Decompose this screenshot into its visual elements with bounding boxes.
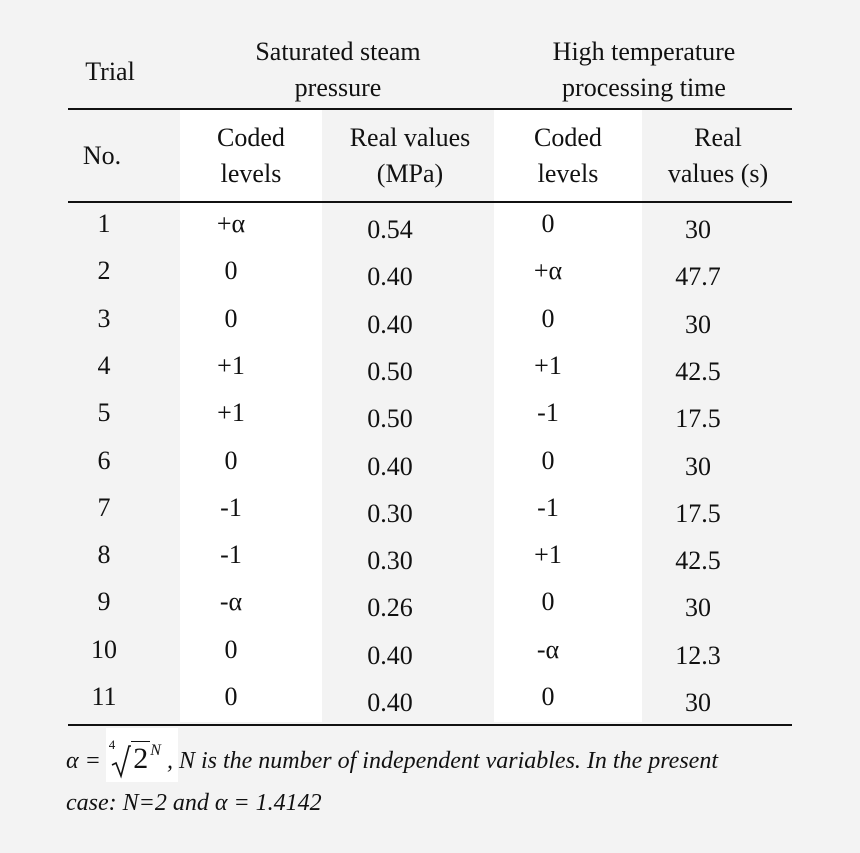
alpha-symbol: α = — [66, 748, 101, 774]
table-cell-r2: 42.5 — [675, 356, 721, 386]
table-cell-r1: 0.40 — [367, 451, 413, 481]
table-cell-r1: 0.30 — [367, 546, 413, 576]
table-cell-c1: -1 — [220, 492, 242, 522]
table-cell-no: 4 — [97, 350, 111, 380]
header-coded-levels-2: Coded levels — [534, 123, 602, 188]
table-cell-r1: 0.50 — [367, 404, 413, 434]
table-cell-r2: 30 — [685, 593, 711, 623]
table-cell-c2: 0 — [541, 445, 555, 475]
header-coded-levels-1: Coded levels — [217, 123, 285, 188]
header-real-values-mpa: Real values (MPa) — [349, 123, 471, 188]
table-cell-c1: 0 — [224, 303, 238, 333]
table-cell-c2: 0 — [541, 682, 555, 711]
table-cell-c1: -α — [219, 587, 243, 617]
table-cell-r1: 0.40 — [367, 688, 413, 717]
rule-header — [68, 201, 792, 203]
table-cell-r1: 0.40 — [367, 640, 413, 670]
rule-top-left — [68, 108, 180, 110]
footnote-text: , N is the number of independent variabl… — [166, 748, 718, 774]
table-cell-c2: -1 — [537, 492, 559, 522]
table-cell-c2: +1 — [534, 350, 562, 380]
table-cell-no: 7 — [97, 492, 111, 522]
table-cell-c1: 0 — [224, 256, 238, 286]
table-cell-no: 6 — [97, 445, 111, 475]
table-cell-c1: +1 — [217, 398, 245, 428]
table-cell-r2: 42.5 — [675, 546, 721, 576]
table-cell-c1: -1 — [220, 540, 242, 570]
rule-bottom — [68, 724, 792, 726]
table-cell-c1: +1 — [217, 350, 245, 380]
table-cell-c1: +α — [216, 209, 246, 238]
table-cell-no: 3 — [97, 303, 111, 333]
table-cell-no: 9 — [97, 587, 111, 617]
table-cell-r1: 0.26 — [367, 593, 413, 623]
table-cell-r2: 47.7 — [675, 262, 721, 292]
table-cell-r2: 17.5 — [675, 404, 721, 434]
panel-coded-1 — [180, 110, 322, 722]
table-cell-no: 2 — [97, 256, 111, 286]
table-cell-c1: 0 — [224, 445, 238, 475]
table-cell-r2: 30 — [685, 451, 711, 481]
table-cell-c1: 0 — [224, 682, 238, 711]
table-cell-no: 8 — [97, 540, 111, 570]
rule-group — [180, 108, 792, 110]
root-base: 2 — [131, 741, 151, 775]
table-cell-c2: 0 — [541, 303, 555, 333]
panel-formula — [106, 728, 178, 782]
table-cell-c2: -1 — [537, 398, 559, 428]
table-cell-r2: 30 — [685, 688, 711, 717]
table-cell-r2: 12.3 — [675, 640, 721, 670]
table-cell-r1: 0.50 — [367, 356, 413, 386]
table-cell-no: 5 — [97, 398, 111, 428]
table-cell-r2: 30 — [685, 309, 711, 339]
table-cell-c2: +α — [533, 256, 563, 286]
table-cell-r1: 0.40 — [367, 262, 413, 292]
table-cell-no: 1 — [97, 209, 111, 238]
table-cell-c2: -α — [536, 634, 560, 664]
header-trial: Trial — [85, 57, 135, 86]
table-cell-r1: 0.54 — [367, 215, 413, 244]
table-cell-r1: 0.40 — [367, 309, 413, 339]
table-cell-c1: 0 — [224, 634, 238, 664]
group-header-time: High temperature processing time — [552, 37, 736, 102]
table-cell-c2: 0 — [541, 209, 555, 238]
header-real-values-s: Real values (s) — [667, 123, 769, 188]
table-cell-r2: 17.5 — [675, 498, 721, 528]
table-cell-r1: 0.30 — [367, 498, 413, 528]
table-cell-no: 11 — [91, 682, 117, 711]
panel-coded-2 — [494, 110, 642, 722]
table-cell-c2: +1 — [534, 540, 562, 570]
table-cell-c2: 0 — [541, 587, 555, 617]
table-cell-no: 10 — [91, 634, 117, 664]
footnote-line-2: case: N=2 and α = 1.4142 — [66, 790, 322, 816]
root-exponent: N — [150, 742, 161, 759]
group-header-pressure: Saturated steam pressure — [255, 37, 421, 102]
table-cell-r2: 30 — [685, 215, 711, 244]
radical-sign-icon — [111, 745, 132, 780]
root-index: 4 — [108, 737, 116, 752]
header-no: No. — [82, 141, 122, 170]
